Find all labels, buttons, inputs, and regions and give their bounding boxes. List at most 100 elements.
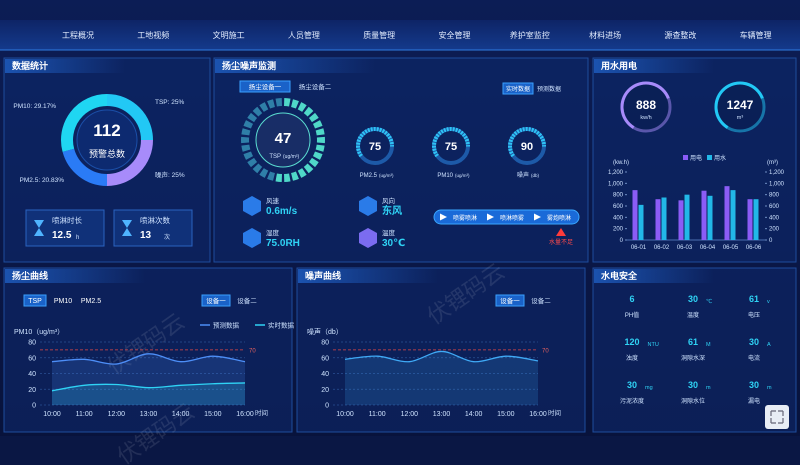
stat-label: 喷淋时长 [52, 215, 82, 225]
gauge-unit: (ug/m³) [283, 154, 299, 160]
small-gauge-arc [508, 127, 546, 158]
meter-arc [620, 81, 670, 129]
gauge-segment [308, 112, 319, 123]
x-tick-label: 10:00 [336, 411, 354, 418]
y2-axis-title: (m³) [767, 160, 778, 166]
small-gauge-value: 75 [369, 141, 381, 153]
panel [592, 267, 797, 433]
nav-item[interactable]: 源查整改 [664, 30, 696, 40]
fullscreen-button-bg[interactable] [765, 405, 789, 429]
meter-unit: m³ [737, 115, 744, 121]
small-gauge-arc [356, 127, 394, 158]
x-tick-label: 14:00 [465, 411, 483, 418]
x-axis-title: 时间 [548, 408, 561, 417]
safety-value: 30 [688, 294, 698, 304]
x-tick-label: 15:00 [497, 411, 515, 418]
safety-label: 漏电 [748, 397, 760, 405]
stat-unit: 次 [164, 233, 170, 241]
device-tab-label[interactable]: 设备一 [500, 296, 520, 305]
gauge-segment [312, 151, 323, 160]
x-tick-label: 06-01 [631, 245, 647, 251]
nav-item[interactable]: 工地视频 [137, 30, 169, 40]
safety-unit: A [767, 342, 771, 348]
control-button[interactable]: 雾炮喷淋 [547, 214, 571, 222]
nav-item[interactable]: 养护室监控 [510, 30, 550, 40]
safety-value: 120 [624, 337, 639, 347]
area [52, 382, 245, 405]
safety-unit: M [706, 342, 711, 348]
device-tab-label[interactable]: 扬尘设备一 [249, 82, 282, 91]
x-tick-label: 12:00 [108, 411, 126, 418]
nav-item[interactable]: 安全管理 [439, 30, 471, 40]
legend-swatch [683, 155, 688, 160]
small-gauge-unit: (db) [531, 173, 540, 178]
gauge-value: 47 [275, 130, 292, 147]
bar [638, 204, 644, 240]
safety-value: 6 [629, 294, 634, 304]
x-tick-label: 06-06 [746, 245, 762, 251]
donut-label: PM10: 29.17% [13, 103, 56, 110]
play-icon[interactable] [440, 213, 447, 221]
play-icon[interactable] [487, 213, 494, 221]
pollutant-tab-label[interactable]: PM2.5 [81, 298, 101, 305]
safety-unit: NTU [648, 342, 659, 348]
threshold-label: 70 [249, 348, 256, 354]
panel-title: 水电安全 [601, 270, 638, 281]
nav-bar [0, 20, 800, 50]
bar [701, 190, 707, 240]
device-tab-label[interactable]: 设备二 [237, 296, 257, 305]
y2-tick-label: 1,000 [769, 181, 785, 187]
safety-value: 61 [749, 294, 759, 304]
device-tab[interactable] [239, 80, 291, 93]
stat-box [25, 209, 105, 247]
fullscreen-button[interactable] [765, 405, 789, 429]
line [51, 382, 246, 392]
nav-item[interactable]: 工程概况 [62, 30, 94, 40]
device-tab-label[interactable]: 扬尘设备二 [299, 82, 332, 91]
nav-item[interactable]: 文明施工 [213, 30, 245, 40]
fullscreen-icon[interactable] [770, 410, 784, 424]
y-axis-title: PM10（ug/m³） [14, 328, 64, 336]
env-label: 温度 [382, 228, 396, 237]
small-gauge-label: PM10 [437, 173, 453, 179]
pollutant-tab[interactable] [23, 294, 47, 307]
x-tick-label: 13:00 [433, 411, 451, 418]
safety-label: 洞隙水位 [681, 397, 705, 405]
control-button[interactable]: 喷淋喷雾 [500, 214, 524, 222]
pollutant-tab-label[interactable]: PM10 [54, 298, 72, 305]
x-tick-label: 06-05 [723, 245, 739, 251]
device-tab[interactable] [201, 294, 231, 307]
env-value: 75.0RH [266, 238, 300, 249]
device-tab-label[interactable]: 设备一 [206, 296, 226, 305]
nav-item[interactable]: 人员管理 [288, 30, 320, 40]
nav-item[interactable]: 质量管理 [363, 30, 395, 40]
gauge-segment [315, 144, 325, 152]
nav-item[interactable]: 材料进场 [589, 30, 621, 40]
panel-titlebar [215, 59, 375, 73]
y2-tick-label: 1,200 [769, 170, 785, 176]
mode-tab-label[interactable]: 预测数据 [537, 85, 561, 93]
control-button[interactable]: 喷雾喷淋 [453, 214, 477, 222]
safety-unit: m [767, 385, 772, 391]
nav-item[interactable]: 车辆管理 [740, 30, 772, 40]
panel-titlebar [594, 269, 714, 283]
play-icon[interactable] [534, 213, 541, 221]
donut-label: PM2.5: 20.83% [20, 177, 65, 184]
x-tick-label: 11:00 [76, 411, 93, 418]
stat-icon [122, 220, 132, 236]
device-tab[interactable] [495, 294, 525, 307]
gauge-segment [247, 112, 258, 123]
bar [678, 200, 684, 240]
meter-value: 888 [636, 98, 656, 112]
mode-tab[interactable] [502, 82, 534, 95]
mode-tab-label[interactable]: 实时数据 [506, 85, 530, 93]
gauge-segment [241, 128, 251, 136]
pollutant-tab-label[interactable]: TSP [28, 298, 42, 305]
env-icon [359, 196, 377, 216]
env-icon [243, 228, 261, 248]
device-tab-label[interactable]: 设备二 [531, 296, 551, 305]
gauge-segment [275, 173, 283, 182]
area [345, 351, 538, 405]
safety-label: PH值 [625, 311, 639, 319]
